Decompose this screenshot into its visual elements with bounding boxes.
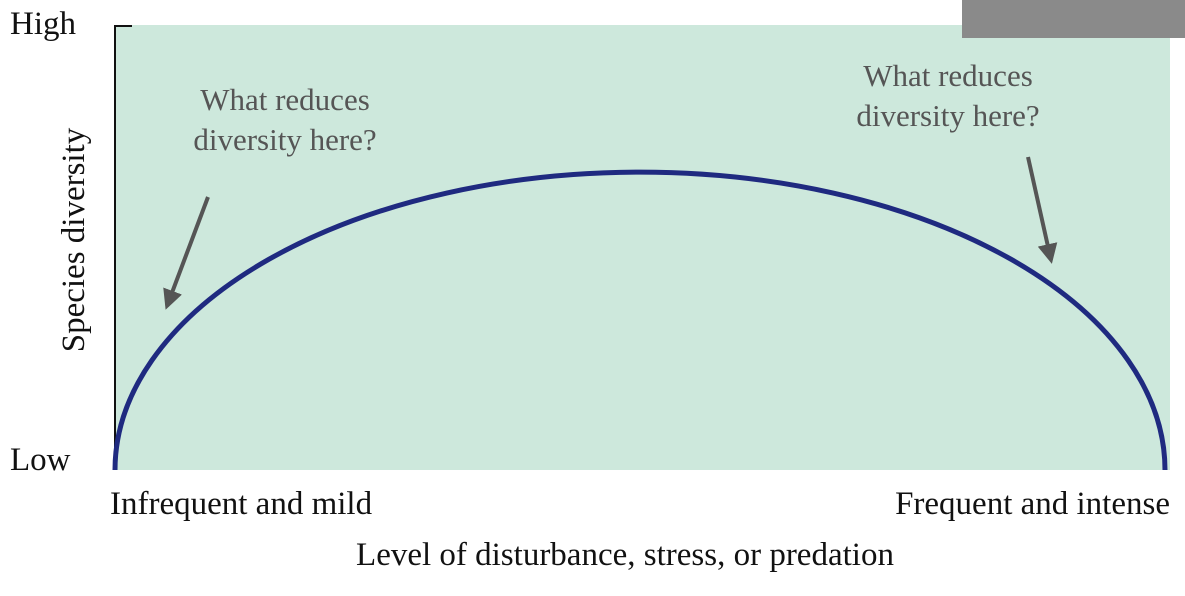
x-left-label: Infrequent and mild — [110, 486, 373, 522]
diversity-curve — [112, 169, 1168, 471]
y-axis-title: Species diversity — [56, 127, 92, 352]
corner-image — [962, 0, 1185, 38]
y-high-label: High — [10, 6, 77, 42]
annotation-line: diversity here? — [193, 122, 376, 157]
annotation-arrow — [1026, 156, 1058, 264]
annotation-line: diversity here? — [856, 98, 1039, 133]
annotation-line: What reduces — [863, 58, 1033, 93]
x-axis-title: Level of disturbance, stress, or predati… — [356, 537, 894, 573]
x-right-label: Frequent and intense — [895, 486, 1170, 522]
annotation-arrow — [163, 196, 210, 310]
annotation-line: What reduces — [200, 82, 370, 117]
y-low-label: Low — [10, 442, 71, 478]
